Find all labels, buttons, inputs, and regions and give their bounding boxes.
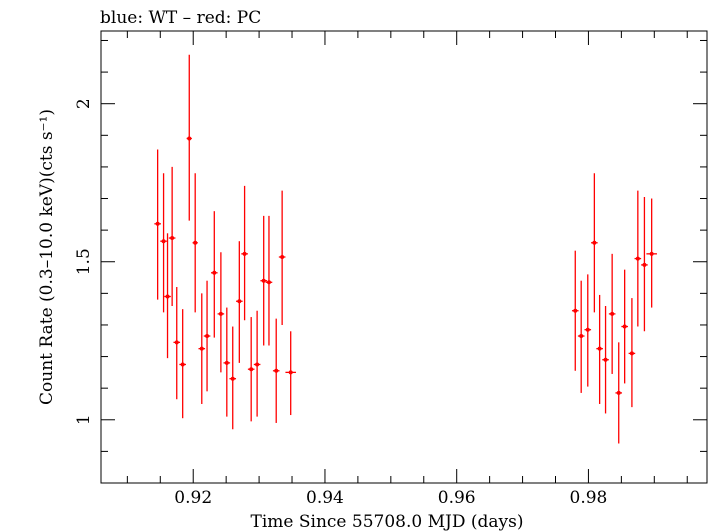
point-marker [165, 294, 170, 299]
point-marker [155, 221, 160, 226]
point-marker [592, 240, 597, 245]
data-point [577, 280, 585, 393]
y-tick-label: 2 [74, 98, 94, 109]
point-marker [205, 334, 210, 339]
y-axis-tick-labels: 11.52 [74, 98, 94, 425]
x-axis-tick-labels: 0.92 0.94 0.96 0.98 [174, 488, 607, 508]
data-point [646, 198, 657, 308]
data-point [641, 196, 648, 332]
plot-frame [100, 30, 708, 484]
point-marker [170, 236, 175, 241]
y-axis-ticks [101, 39, 707, 484]
point-marker [187, 136, 192, 141]
data-point [160, 173, 167, 313]
point-marker [288, 370, 293, 375]
point-marker [242, 251, 247, 256]
data-point [154, 149, 161, 300]
data-point [173, 287, 181, 400]
point-marker [180, 362, 185, 367]
data-point [247, 317, 255, 422]
point-marker [249, 367, 254, 372]
point-marker [585, 327, 590, 332]
point-marker [224, 360, 229, 365]
chart-title: blue: WT – red: PC [100, 8, 261, 28]
data-point [608, 253, 616, 374]
data-point [223, 307, 231, 417]
data-point [571, 250, 579, 371]
data-point [584, 274, 592, 387]
point-marker [199, 346, 204, 351]
point-marker [230, 376, 235, 381]
data-point [615, 342, 623, 444]
data-point [229, 326, 237, 430]
data-point [591, 173, 598, 313]
point-marker [255, 362, 260, 367]
data-point [253, 310, 261, 417]
x-tick-label: 0.94 [306, 488, 344, 508]
point-marker [237, 299, 242, 304]
data-point [596, 294, 603, 404]
point-marker [649, 251, 654, 256]
data-point [634, 190, 642, 327]
y-axis-label: Count Rate (0.3–10.0 keV)(cts s⁻¹) [37, 109, 57, 405]
point-marker [218, 311, 223, 316]
point-marker [274, 368, 279, 373]
data-point [164, 233, 171, 359]
point-marker [174, 340, 179, 345]
data-point [621, 269, 628, 384]
point-marker [635, 256, 640, 261]
point-marker [266, 280, 271, 285]
data-point [217, 252, 225, 373]
x-tick-label: 0.92 [174, 488, 212, 508]
point-marker [193, 240, 198, 245]
point-marker [579, 334, 584, 339]
data-point [241, 185, 248, 321]
data-point [236, 241, 243, 363]
data-point [198, 293, 206, 404]
data-point [211, 211, 218, 338]
data-point [179, 309, 186, 419]
x-tick-label: 0.98 [570, 488, 608, 508]
point-marker [622, 324, 627, 329]
data-point [278, 190, 286, 325]
y-tick-label: 1 [74, 414, 94, 425]
point-marker [161, 239, 166, 244]
x-tick-label: 0.96 [438, 488, 476, 508]
series-pc [154, 54, 657, 444]
data-point [285, 331, 296, 416]
data-point [168, 166, 176, 306]
point-marker [629, 351, 634, 356]
data-point [272, 318, 280, 423]
point-marker [261, 278, 266, 283]
data-point [260, 215, 267, 346]
point-marker [603, 357, 608, 362]
data-point [203, 280, 211, 392]
data-point [186, 54, 192, 221]
point-marker [597, 346, 602, 351]
point-marker [616, 390, 621, 395]
point-marker [573, 308, 578, 313]
x-axis-label: Time Since 55708.0 MJD (days) [251, 512, 524, 532]
point-marker [610, 311, 615, 316]
data-point [628, 298, 636, 408]
x-axis-ticks [126, 31, 688, 483]
point-marker [642, 262, 647, 267]
data-point [602, 305, 609, 414]
data-point [192, 173, 198, 313]
point-marker [280, 255, 285, 259]
point-marker [212, 270, 217, 275]
y-tick-label: 1.5 [74, 248, 94, 275]
data-point [265, 215, 273, 346]
